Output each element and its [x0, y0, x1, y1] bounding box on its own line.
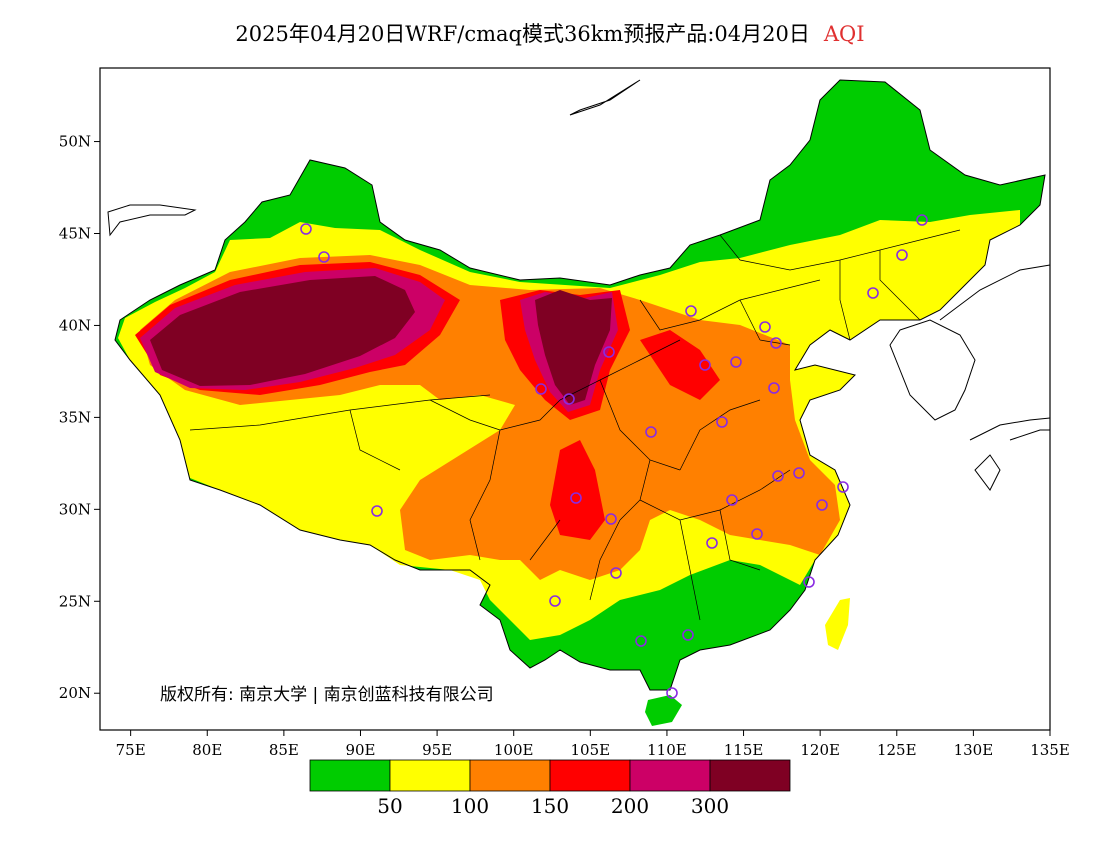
lon-tick-label: 75E — [116, 741, 146, 759]
lon-tick-label: 95E — [422, 741, 452, 759]
lon-tick-label: 115E — [724, 741, 764, 759]
lon-tick-label: 120E — [800, 741, 840, 759]
national-border — [114, 79, 1046, 691]
province-lines — [189, 229, 961, 621]
station-marker — [570, 492, 582, 504]
legend-label: 150 — [531, 794, 569, 818]
legend-swatch — [709, 759, 791, 792]
station-marker — [300, 223, 312, 235]
lat-tick-label: 20N — [59, 684, 91, 702]
station-marker — [770, 337, 782, 349]
station-marker — [768, 382, 780, 394]
station-marker — [605, 513, 617, 525]
legend-swatch — [549, 759, 631, 792]
station-marker — [730, 356, 742, 368]
lat-tick-label: 30N — [59, 500, 91, 518]
aqi-legend: 50 100 150 200 300 — [309, 759, 791, 818]
lon-tick-label: 135E — [1030, 741, 1070, 759]
station-marker — [896, 249, 908, 261]
station-marker — [751, 528, 763, 540]
legend-swatch — [389, 759, 471, 792]
station-marker — [837, 481, 849, 493]
aqi-region-maroon — [150, 276, 612, 405]
map-title: 2025年04月20日WRF/cmaq模式36km预报产品:04月20日 AQI — [0, 18, 1100, 48]
station-marker — [682, 629, 694, 641]
station-marker — [706, 537, 718, 549]
neighbor-coastlines — [107, 79, 1051, 491]
lat-tick-label: 25N — [59, 592, 91, 610]
station-marker — [916, 214, 928, 226]
lat-tick-label: 35N — [59, 408, 91, 426]
station-markers — [300, 214, 928, 699]
legend-swatch — [309, 759, 391, 792]
station-marker — [816, 499, 828, 511]
latitude-axis: 20N 25N 30N 35N 40N 45N 50N — [59, 133, 100, 702]
copyright-text: 版权所有: 南京大学 | 南京创蓝科技有限公司 — [160, 685, 494, 705]
map-frame — [99, 67, 1051, 731]
lon-tick-label: 110E — [647, 741, 687, 759]
station-marker — [666, 687, 678, 699]
station-marker — [867, 287, 879, 299]
lon-tick-label: 130E — [954, 741, 994, 759]
station-marker — [603, 346, 615, 358]
legend-label: 200 — [611, 794, 649, 818]
legend-label: 100 — [451, 794, 489, 818]
lat-tick-label: 45N — [59, 225, 91, 243]
lat-tick-label: 50N — [59, 133, 91, 151]
station-marker — [793, 467, 805, 479]
station-marker — [726, 494, 738, 506]
legend-swatch — [469, 759, 551, 792]
station-marker — [772, 470, 784, 482]
lon-tick-label: 105E — [571, 741, 611, 759]
variable-label: AQI — [823, 22, 865, 46]
lon-tick-label: 90E — [345, 741, 375, 759]
station-marker — [803, 576, 815, 588]
station-marker — [645, 426, 657, 438]
legend-swatch — [629, 759, 711, 792]
station-marker — [371, 505, 383, 517]
station-marker — [716, 416, 728, 428]
legend-label: 50 — [377, 794, 402, 818]
station-marker — [610, 567, 622, 579]
station-marker — [563, 393, 575, 405]
map-plot-area — [107, 79, 1051, 726]
station-marker — [535, 383, 547, 395]
station-marker — [318, 251, 330, 263]
island-taiwan — [825, 598, 850, 650]
title-text: 2025年04月20日WRF/cmaq模式36km预报产品:04月20日 — [235, 22, 810, 46]
lon-tick-label: 125E — [877, 741, 917, 759]
station-marker — [759, 321, 771, 333]
lat-tick-label: 40N — [59, 316, 91, 334]
island-hainan — [645, 695, 682, 726]
lon-tick-label: 80E — [192, 741, 222, 759]
boundary-lines — [107, 79, 1051, 691]
lon-tick-label: 85E — [269, 741, 299, 759]
lon-tick-label: 100E — [494, 741, 534, 759]
station-marker — [685, 305, 697, 317]
station-marker — [635, 635, 647, 647]
station-marker — [699, 359, 711, 371]
longitude-axis: 75E 80E 85E 90E 95E 100E 105E 110E 115E 120E 125E 1… — [116, 730, 1070, 759]
legend-label: 300 — [691, 794, 729, 818]
station-marker — [549, 595, 561, 607]
